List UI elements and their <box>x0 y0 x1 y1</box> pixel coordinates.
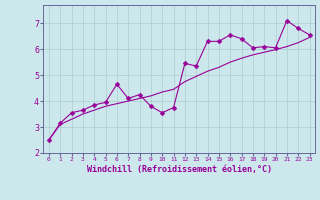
X-axis label: Windchill (Refroidissement éolien,°C): Windchill (Refroidissement éolien,°C) <box>87 165 272 174</box>
